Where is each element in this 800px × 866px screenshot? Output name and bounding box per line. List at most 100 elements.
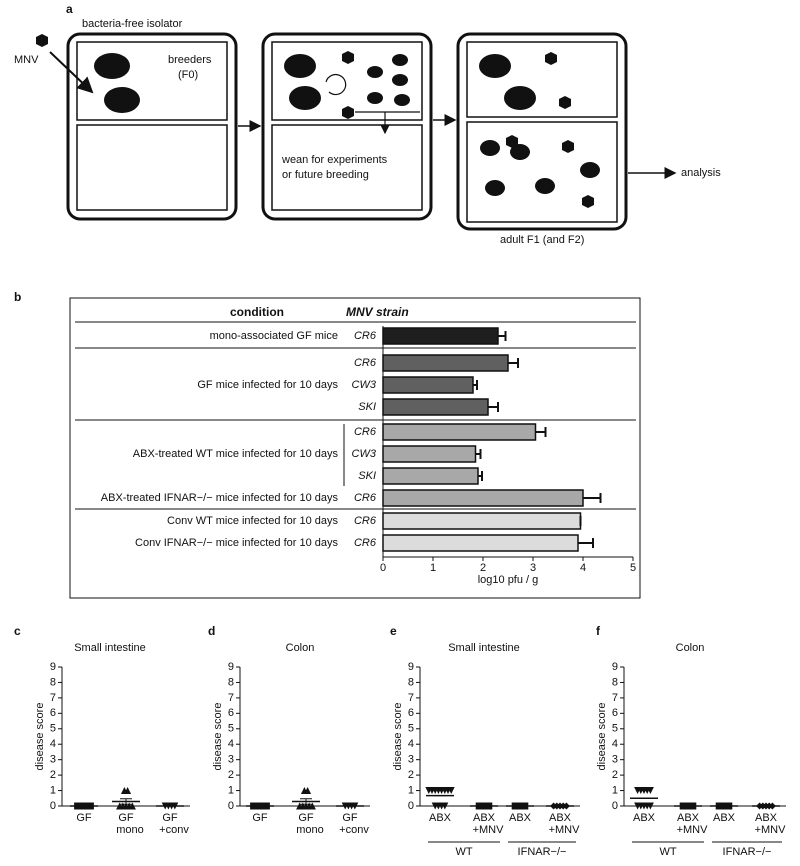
sem-bar (300, 798, 312, 805)
strain-label: CW3 (352, 448, 377, 460)
y-axis-label: disease score (34, 703, 46, 771)
cage (76, 124, 228, 211)
y-tick-label: 5 (408, 723, 414, 735)
x-tick-label: +conv (159, 824, 189, 836)
error-bar (535, 427, 547, 437)
y-tick-label: 3 (408, 754, 414, 766)
x-tick-label: ABX (429, 812, 452, 824)
x-tick-label: ABX (633, 812, 656, 824)
error-bar (498, 331, 507, 341)
y-tick-label: 0 (50, 800, 56, 812)
data-point (308, 802, 316, 810)
label: (F0) (178, 69, 198, 81)
x-tick-label: ABX (677, 812, 700, 824)
y-tick-label: 7 (50, 692, 56, 704)
x-tick-label: 3 (530, 562, 536, 574)
bar (382, 445, 477, 463)
x-tick-label: 2 (480, 562, 486, 574)
y-tick-label: 7 (612, 692, 618, 704)
y-tick-label: 1 (50, 784, 56, 796)
bar (382, 512, 582, 530)
y-tick-label: 8 (228, 676, 234, 688)
x-tick-label: +MNV (473, 824, 505, 836)
error-bar (475, 449, 482, 459)
bar (382, 376, 474, 394)
x-tick-label: GF (252, 812, 268, 824)
x-tick-label: 4 (580, 562, 586, 574)
y-axis-label: disease score (212, 703, 224, 771)
error-bar (578, 538, 594, 548)
error-bar (508, 358, 519, 368)
x-tick-label: +MNV (549, 824, 581, 836)
y-tick-label: 9 (228, 661, 234, 673)
cage (271, 124, 423, 211)
panel-b-frame (69, 297, 641, 599)
cage (466, 41, 618, 118)
y-tick-label: 9 (50, 661, 56, 673)
x-tick-label: 5 (630, 562, 636, 574)
y-axis-label: disease score (596, 703, 608, 771)
condition-label: GF mice infected for 10 days (197, 379, 338, 391)
bar (382, 467, 479, 485)
strain-label: SKI (358, 470, 376, 482)
error-bar (478, 471, 483, 481)
y-tick-label: 9 (408, 661, 414, 673)
x-tick-label: ABX (509, 812, 532, 824)
strain-label: CW3 (352, 379, 377, 391)
x-axis-label: log10 pfu / g (478, 574, 539, 586)
x-tick-label: ABX (713, 812, 736, 824)
y-tick-label: 6 (50, 707, 56, 719)
isolator (261, 32, 433, 221)
y-tick-label: 2 (612, 769, 618, 781)
column-header: MNV strain (346, 305, 409, 319)
label: breeders (168, 54, 212, 66)
x-tick-label: GF (118, 812, 134, 824)
y-tick-label: 6 (612, 707, 618, 719)
error-bar (488, 402, 499, 412)
error-bar (583, 493, 602, 503)
panel-letter: e (390, 624, 397, 638)
strain-label: CR6 (354, 426, 377, 438)
label: adult F1 (and F2) (500, 234, 584, 246)
y-tick-label: 8 (408, 676, 414, 688)
x-tick-label: +MNV (677, 824, 709, 836)
bar (382, 534, 579, 552)
x-tick-label: GF (76, 812, 92, 824)
y-tick-label: 2 (50, 769, 56, 781)
column-header: condition (230, 305, 284, 319)
x-tick-label: 0 (380, 562, 386, 574)
panel-letter: c (14, 624, 21, 638)
x-tick-label: +conv (339, 824, 369, 836)
panel-a: a bacteria-free isolator MNV breeders (F… (14, 2, 721, 246)
group-label: WT (659, 846, 676, 858)
y-tick-label: 7 (408, 692, 414, 704)
y-tick-label: 3 (50, 754, 56, 766)
bar (382, 398, 489, 416)
chart-title: Small intestine (448, 642, 520, 654)
mice (36, 34, 600, 208)
y-tick-label: 6 (408, 707, 414, 719)
condition-label: mono-associated GF mice (210, 330, 338, 342)
x-tick-label: 1 (430, 562, 436, 574)
bar (382, 489, 584, 507)
strain-label: CR6 (354, 515, 377, 527)
strain-label: CR6 (354, 357, 377, 369)
strain-label: SKI (358, 401, 376, 413)
y-tick-label: 2 (408, 769, 414, 781)
group-label: WT (455, 846, 472, 858)
isolator (66, 32, 238, 221)
chart-title: Colon (286, 642, 315, 654)
y-tick-label: 8 (612, 676, 618, 688)
x-tick-label: mono (296, 824, 324, 836)
data-point (304, 787, 312, 795)
label: analysis (681, 167, 721, 179)
data-point (646, 787, 654, 795)
y-tick-label: 2 (228, 769, 234, 781)
data-point (128, 802, 136, 810)
x-tick-label: ABX (549, 812, 572, 824)
data-point (441, 802, 449, 810)
isolator (456, 32, 628, 231)
panel-letter: b (14, 290, 21, 304)
data-point (124, 787, 132, 795)
